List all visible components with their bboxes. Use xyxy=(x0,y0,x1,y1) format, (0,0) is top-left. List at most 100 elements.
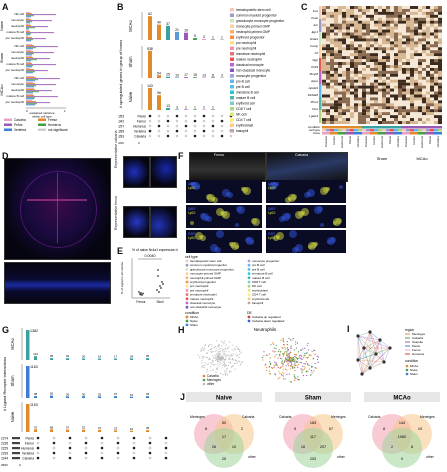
heatmap-cell xyxy=(374,76,378,80)
heatmap-cell xyxy=(334,94,338,98)
heatmap-cell xyxy=(378,88,382,92)
g-matrix-dot xyxy=(164,451,168,455)
heatmap-cell xyxy=(374,118,378,122)
heatmap-cell xyxy=(414,79,418,83)
heatmap-cell xyxy=(342,26,346,30)
i-region-label: Scapula xyxy=(412,340,423,344)
heatmap-cell xyxy=(430,91,434,95)
g-bar xyxy=(98,396,101,398)
heatmap-cell xyxy=(414,85,418,89)
heatmap-cell xyxy=(354,106,358,110)
heatmap-cell xyxy=(398,53,402,57)
h-point xyxy=(272,350,274,352)
heatmap-cell xyxy=(422,106,426,110)
h-point xyxy=(269,361,271,363)
heatmap-cell xyxy=(354,82,358,86)
heatmap-cell xyxy=(394,23,398,27)
heatmap-cell xyxy=(398,82,402,86)
g-set-size-value: 2236 xyxy=(1,442,8,446)
h-point-other xyxy=(224,366,226,368)
h-point xyxy=(269,373,271,375)
h-point xyxy=(282,369,284,371)
heatmap-cell xyxy=(418,106,422,110)
heatmap-cell xyxy=(370,91,374,95)
heatmap-cell xyxy=(362,94,366,98)
heatmap-cell xyxy=(338,85,342,89)
heatmap-cell xyxy=(330,29,334,33)
b-bar xyxy=(184,32,188,40)
b-matrix-dot xyxy=(193,134,197,138)
heatmap-cell xyxy=(402,20,406,24)
heatmap-cell xyxy=(342,65,346,68)
h-point-other xyxy=(240,351,242,353)
heatmap-cell xyxy=(402,112,406,116)
h-legend-label: Meninges xyxy=(207,378,221,382)
g-matrix-dot xyxy=(52,446,56,450)
f-cond-dot xyxy=(185,323,189,326)
heatmap-cell xyxy=(334,14,338,18)
b-legend-label: immature neutrophil xyxy=(236,52,265,56)
h-point xyxy=(297,376,299,378)
heatmap-cell xyxy=(342,20,346,24)
heatmap-cell xyxy=(374,91,378,95)
b-bone-label: Femur xyxy=(137,120,147,124)
heatmap-cell xyxy=(394,20,398,24)
h-point xyxy=(300,354,302,356)
heatmap-cell xyxy=(366,112,370,116)
heatmap-cell xyxy=(370,79,374,83)
g-bar-value: 17 xyxy=(114,355,118,359)
variance-bar xyxy=(26,60,31,62)
b-bar-value: 11 xyxy=(211,73,215,77)
b-legend-swatch xyxy=(230,63,234,67)
i-edge xyxy=(383,347,391,363)
heatmap-cell xyxy=(430,56,434,60)
heatmap-cell xyxy=(438,70,442,74)
b-legend-label: pro B cell xyxy=(236,80,250,84)
heatmap-cell xyxy=(414,8,418,12)
heatmap-cell xyxy=(430,70,434,74)
heatmap-cell xyxy=(426,38,430,42)
x-label: explained variance xyxy=(29,111,54,115)
h-point xyxy=(298,379,300,381)
h-point xyxy=(286,344,288,346)
variance-bar xyxy=(26,57,33,58)
heatmap-cell xyxy=(326,26,330,30)
heatmap-cell xyxy=(382,56,386,60)
heatmap-cell xyxy=(326,44,330,48)
b-matrix-dot xyxy=(166,124,170,128)
heatmap-cell xyxy=(374,29,378,33)
h-point xyxy=(291,358,293,361)
heatmap-cell xyxy=(410,97,414,101)
heatmap-cell xyxy=(398,62,402,66)
heatmap-cell xyxy=(346,32,350,36)
h-point-other xyxy=(230,355,232,357)
h-point xyxy=(279,373,281,375)
heatmap-cell xyxy=(322,112,326,116)
heatmap-cell xyxy=(326,47,330,51)
g-set-name: Vertebra xyxy=(22,452,34,456)
heatmap-cell xyxy=(390,62,394,66)
heatmap-cell xyxy=(362,20,366,24)
heatmap-cell xyxy=(342,67,346,71)
heatmap-cell xyxy=(394,53,398,57)
h-point xyxy=(294,355,296,358)
condition-group-label: Sham xyxy=(377,156,388,161)
heatmap-cell xyxy=(426,65,430,68)
b-matrix-dot xyxy=(166,119,170,123)
heatmap-cell xyxy=(430,41,434,45)
b-legend-label: classical monocyte xyxy=(236,63,264,67)
heatmap-cell xyxy=(374,23,378,27)
h-point xyxy=(306,344,309,346)
heatmap-cell xyxy=(406,103,410,107)
heatmap-cell xyxy=(414,38,418,42)
heatmap-cell xyxy=(434,53,438,57)
legend-label: not significant xyxy=(48,128,68,132)
heatmap-cell xyxy=(410,100,414,104)
heatmap-cell xyxy=(338,100,342,104)
heatmap-cell xyxy=(402,115,406,119)
heatmap-cell xyxy=(390,82,394,86)
heatmap-cell xyxy=(322,85,326,89)
heatmap-cell xyxy=(358,70,362,74)
heatmap-cell xyxy=(438,103,442,107)
variance-bar xyxy=(26,38,46,40)
